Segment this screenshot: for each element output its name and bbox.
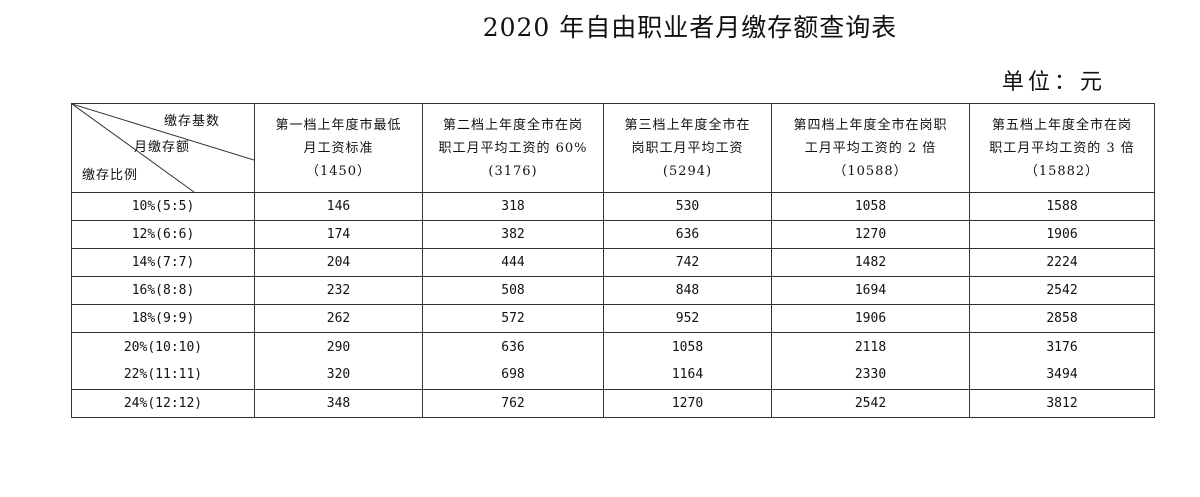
ratio-cell: 16%(8:8) [71,276,255,305]
amount-cell-pair: 3176 3494 [969,332,1155,390]
amount-cell: 1588 [969,192,1155,221]
amount-cell: 1058 [771,192,970,221]
amount-cell: 2542 [771,389,970,418]
amount-cell: 318 [422,192,604,221]
unit-label: 单位：元 [1002,70,1107,95]
amount-cell: 530 [603,192,772,221]
ratio-cell: 12%(6:6) [71,220,255,249]
column-header-tier-4: 第四档上年度全市在岗职 工月平均工资的 2 倍（10588） [771,103,970,193]
amount-cell: 952 [603,304,772,333]
amount-cell: 232 [254,276,423,305]
corner-header-cell: 缴存基数 月缴存额 缴存比例 [71,103,255,193]
amount-cell: 348 [254,389,423,418]
diagonal-lines [72,104,254,192]
amount-cell: 382 [422,220,604,249]
table-row: 18%(9:9) 262 572 952 1906 2858 [71,304,1155,333]
amount-cell: 204 [254,248,423,277]
amount-cell: 262 [254,304,423,333]
corner-label-amount: 月缴存额 [134,140,191,155]
amount-cell-pair: 290 320 [254,332,423,390]
corner-label-base: 缴存基数 [164,114,221,129]
amount-cell-pair: 2118 2330 [771,332,970,390]
column-header-tier-5: 第五档上年度全市在岗 职工月平均工资的 3 倍（15882） [969,103,1155,193]
amount-cell: 3812 [969,389,1155,418]
table-row: 14%(7:7) 204 444 742 1482 2224 [71,248,1155,277]
amount-cell: 636 [603,220,772,249]
amount-cell: 1270 [603,389,772,418]
amount-cell: 762 [422,389,604,418]
amount-cell: 174 [254,220,423,249]
amount-cell: 572 [422,304,604,333]
ratio-cell-pair: 20%(10:10) 22%(11:11) [71,332,255,390]
contribution-table: 缴存基数 月缴存额 缴存比例 第一档上年度市最低 月工资标准 （1450） 第二档上… [71,103,1155,418]
ratio-cell: 24%(12:12) [71,389,255,418]
amount-cell: 1482 [771,248,970,277]
amount-cell: 742 [603,248,772,277]
amount-cell-pair: 1058 1164 [603,332,772,390]
table-header-row: 缴存基数 月缴存额 缴存比例 第一档上年度市最低 月工资标准 （1450） 第二档上… [71,103,1155,193]
amount-cell: 146 [254,192,423,221]
ratio-cell: 18%(9:9) [71,304,255,333]
table-row: 24%(12:12) 348 762 1270 2542 3812 [71,389,1155,418]
amount-cell: 1906 [771,304,970,333]
amount-cell: 848 [603,276,772,305]
table-row: 12%(6:6) 174 382 636 1270 1906 [71,220,1155,249]
amount-cell: 1694 [771,276,970,305]
amount-cell: 508 [422,276,604,305]
amount-cell: 444 [422,248,604,277]
column-header-tier-1: 第一档上年度市最低 月工资标准 （1450） [254,103,423,193]
table-row-merged: 20%(10:10) 22%(11:11) 290 320 636 698 1058 1… [71,332,1155,390]
amount-cell: 2224 [969,248,1155,277]
amount-cell: 1270 [771,220,970,249]
table-row: 10%(5:5) 146 318 530 1058 1588 [71,192,1155,221]
page-title: 2020 年自由职业者月缴存额查询表 [482,13,898,42]
amount-cell: 1906 [969,220,1155,249]
column-header-tier-2: 第二档上年度全市在岗 职工月平均工资的 60% (3176) [422,103,604,193]
amount-cell: 2542 [969,276,1155,305]
corner-label-ratio: 缴存比例 [82,168,139,183]
amount-cell: 2858 [969,304,1155,333]
amount-cell-pair: 636 698 [422,332,604,390]
table-row: 16%(8:8) 232 508 848 1694 2542 [71,276,1155,305]
ratio-cell: 14%(7:7) [71,248,255,277]
column-header-tier-3: 第三档上年度全市在 岗职工月平均工资 (5294) [603,103,772,193]
ratio-cell: 10%(5:5) [71,192,255,221]
